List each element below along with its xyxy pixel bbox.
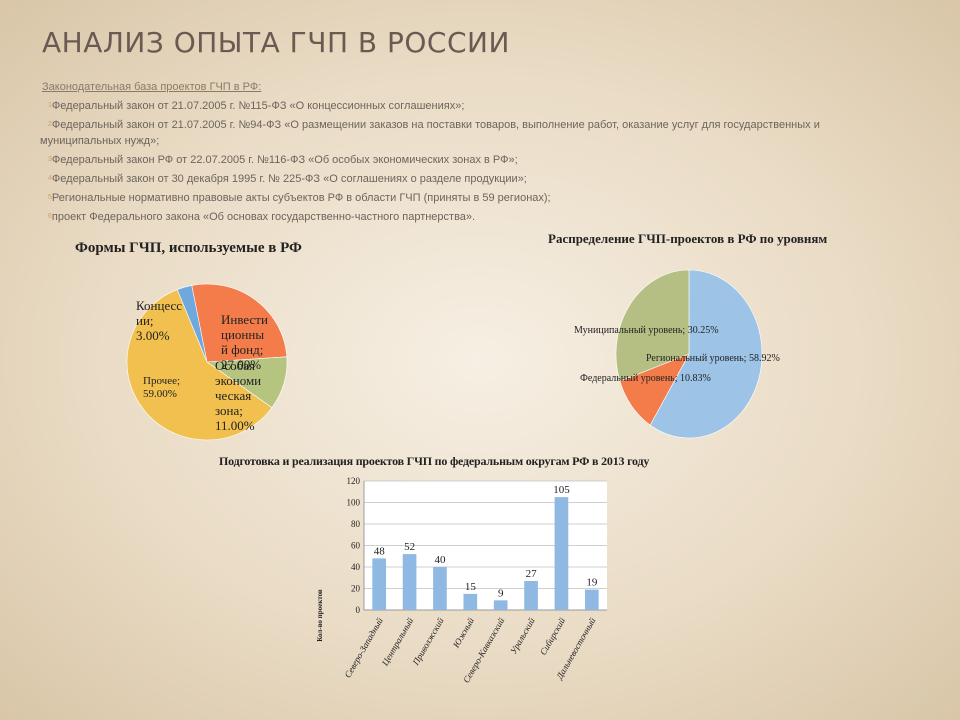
pie2-title: Распределение ГЧП-проектов в РФ по уровн… (548, 231, 828, 246)
law-item: 4Федеральный закон от 30 декабря 1995 г.… (40, 171, 870, 187)
bar-data-label: 15 (465, 581, 477, 593)
bar-category-label: Сибирский (538, 616, 568, 657)
bar-data-label: 105 (553, 484, 570, 496)
bar-5 (524, 580, 538, 610)
pie1-label-oez: Особая экономи ческая зона; 11.00% (215, 358, 262, 433)
bar-category-label: Южный (450, 616, 476, 651)
bar-data-label: 9 (498, 587, 504, 599)
law-text: Федеральный закон от 21.07.2005 г. №115-… (51, 100, 465, 112)
law-text: Федеральный закон от 21.07.2005 г. №94-Ф… (40, 119, 820, 147)
bar-data-label: 19 (586, 577, 598, 589)
bar-data-label: 40 (434, 554, 446, 566)
pie1-title: Формы ГЧП, используемые в РФ (75, 240, 302, 256)
bar-2 (433, 567, 447, 610)
bar-category-label: Центральный (379, 616, 415, 669)
law-text: Федеральный закон от 30 декабря 1995 г. … (51, 173, 527, 185)
bar-3 (463, 593, 478, 610)
pie2-label-regional: Региональный уровень; 58.92% (646, 353, 780, 364)
bar-data-label: 52 (404, 541, 415, 553)
law-text: Региональные нормативно правовые акты су… (51, 192, 551, 204)
pie2-label-federal: Федеральный уровень; 10.83% (580, 373, 711, 384)
law-item: 6проект Федерального закона «Об основах … (40, 209, 870, 225)
law-number: 1 (48, 102, 52, 109)
pie2-slice-2 (615, 269, 690, 382)
bar-ytick-label: 80 (351, 519, 361, 529)
bar-data-label: 27 (526, 568, 538, 580)
law-number: 2 (48, 121, 52, 128)
bar-7 (584, 589, 599, 610)
laws-list: 1Федеральный закон от 21.07.2005 г. №115… (40, 98, 870, 228)
law-item: 2Федеральный закон от 21.07.2005 г. №94-… (40, 117, 870, 149)
law-item: 1Федеральный закон от 21.07.2005 г. №115… (40, 98, 870, 114)
law-number: 4 (48, 175, 52, 182)
bar-ytick-label: 40 (351, 562, 361, 572)
law-item: 5Региональные нормативно правовые акты с… (40, 190, 870, 206)
bar-ytick-label: 60 (351, 541, 361, 551)
pie1-label-other: Прочее; 59.00% (143, 375, 181, 400)
bar-category-label: Уральский (508, 616, 537, 656)
pie1-label-concession: Концесс ии; 3.00% (136, 298, 183, 343)
pie2-label-municipal: Муниципальный уровень; 30.25% (574, 325, 719, 336)
bar-ytick-label: 100 (347, 498, 361, 508)
page-number: 10 (910, 688, 933, 710)
bar-ytick-label: 120 (347, 476, 361, 486)
bar-4 (493, 600, 508, 610)
bar-title: Подготовка и реализация проектов ГЧП по … (219, 454, 650, 468)
pie1-slice-2 (126, 289, 273, 441)
pie2-slice-0 (649, 269, 763, 439)
bar-1 (402, 554, 417, 610)
law-number: 3 (48, 156, 52, 163)
slide-title: АНАЛИЗ ОПЫТА ГЧП В РОССИИ (42, 26, 510, 59)
pie1-label-invest: Инвести ционны й фонд; 27.00% (221, 312, 268, 372)
pie1-slice-3 (176, 285, 208, 363)
law-number: 5 (48, 194, 52, 201)
bar-6 (554, 497, 569, 610)
law-text: Федеральный закон РФ от 22.07.2005 г. №1… (51, 154, 518, 166)
bar-category-label: Приволжский (410, 616, 446, 668)
bar-category-label: Северо-Западный (342, 616, 385, 680)
law-text: проект Федерального закона «Об основах г… (51, 211, 476, 223)
pie1-slice-0 (191, 283, 288, 363)
bar-0 (372, 558, 387, 610)
bar-y-axis-label: Кол-во проектов (316, 589, 324, 642)
laws-subheading: Законодательная база проектов ГЧП в РФ: (42, 81, 262, 93)
bar-ytick-label: 0 (356, 605, 361, 615)
law-item: 3Федеральный закон РФ от 22.07.2005 г. №… (40, 152, 870, 168)
bar-ytick-label: 20 (351, 584, 361, 594)
bar-data-label: 48 (374, 545, 386, 557)
law-number: 6 (48, 213, 52, 220)
